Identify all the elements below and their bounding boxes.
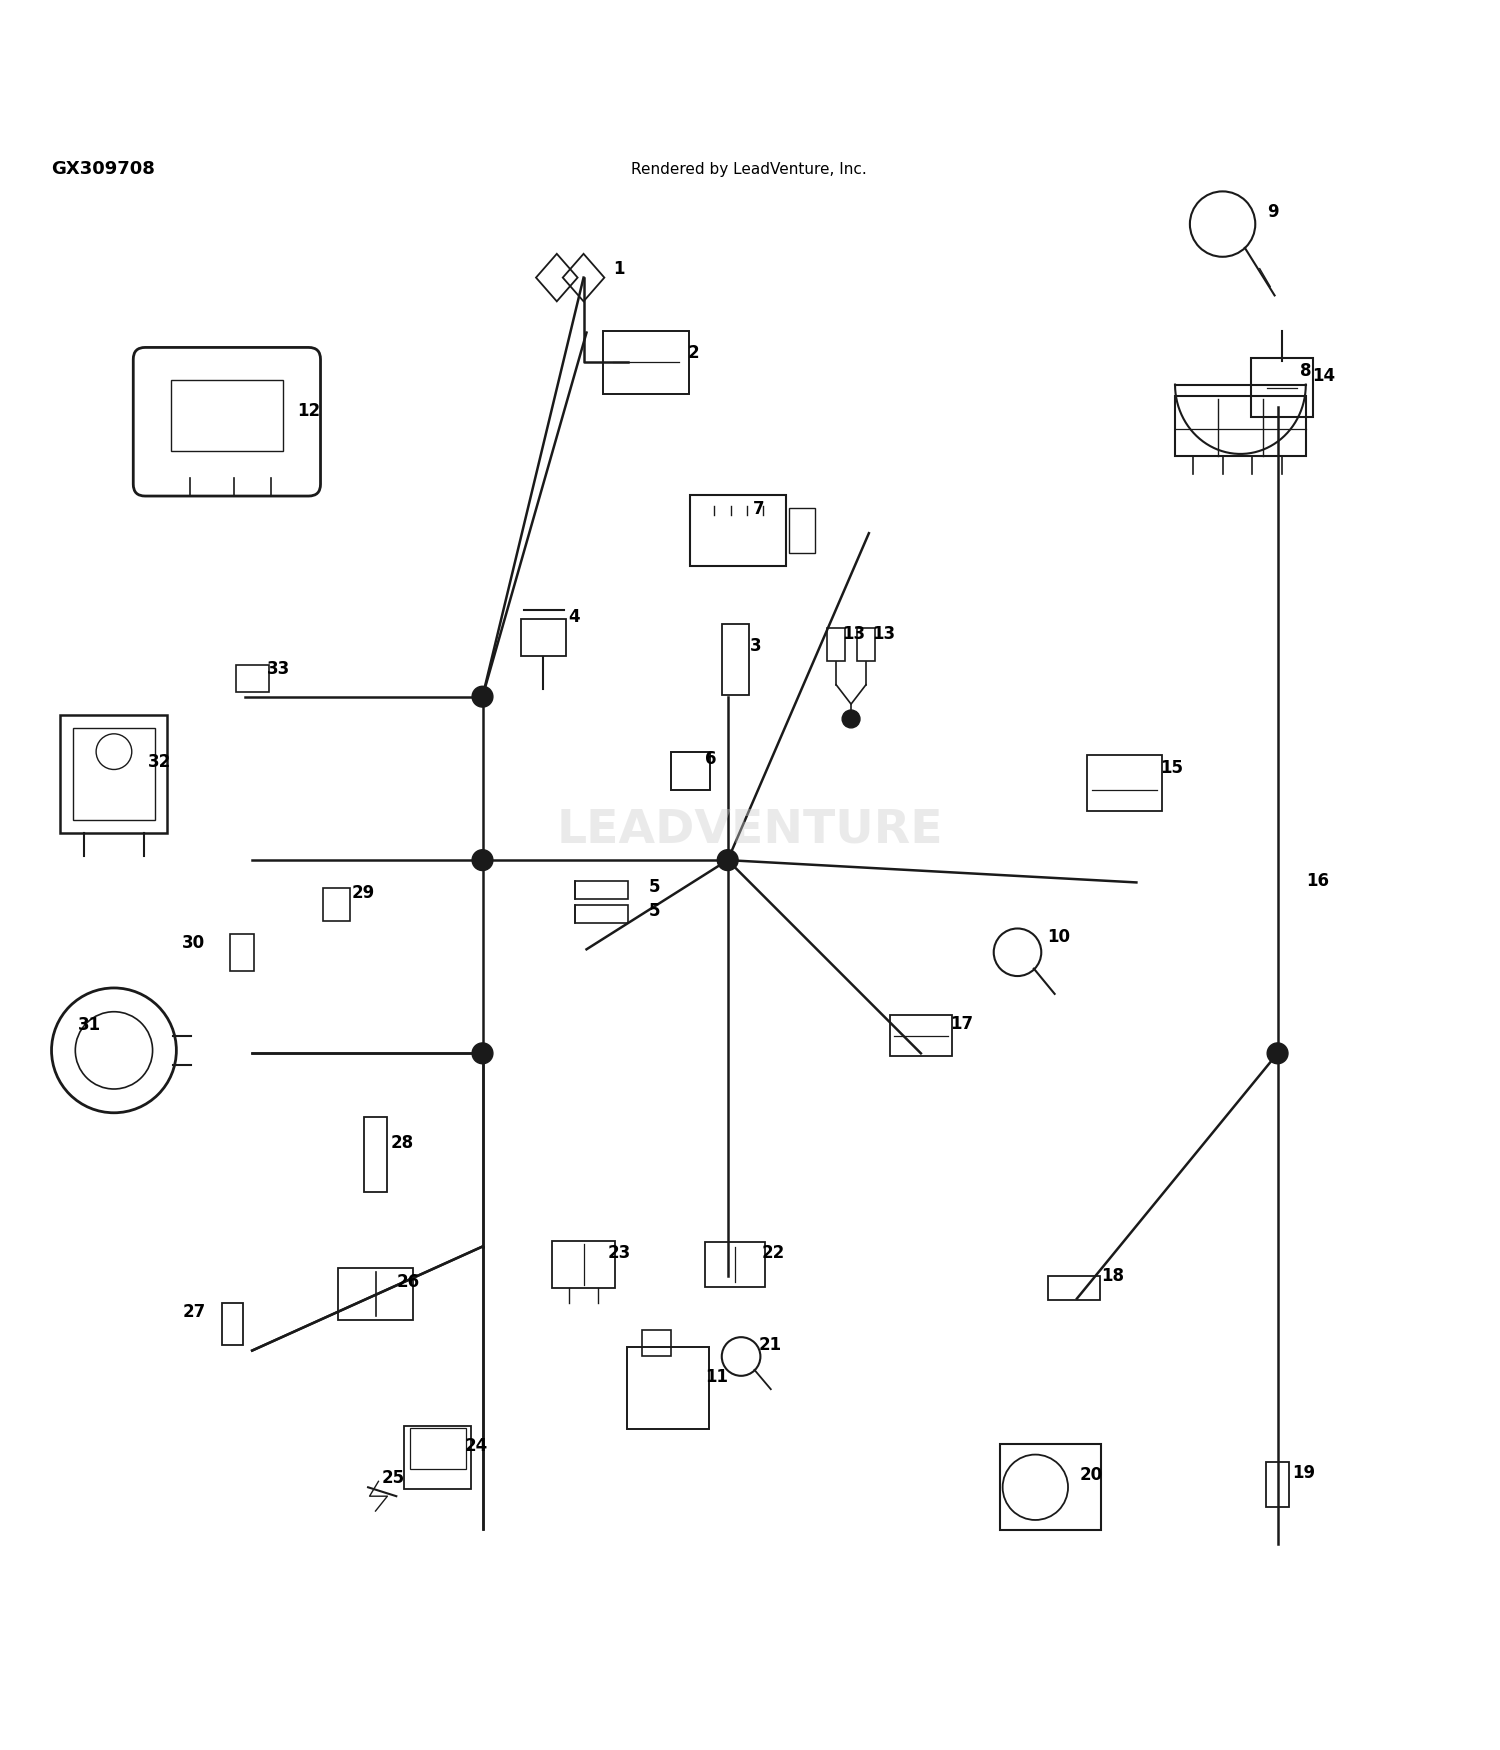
Text: 25: 25	[381, 1470, 405, 1488]
Text: 13: 13	[871, 625, 895, 644]
Bar	[627, 1348, 710, 1428]
Bar	[171, 380, 282, 452]
Bar	[60, 714, 168, 833]
Text: 4: 4	[568, 607, 580, 625]
Text: 9: 9	[1268, 203, 1280, 220]
Text: 6: 6	[705, 751, 717, 768]
Text: 26: 26	[396, 1274, 420, 1292]
Bar	[222, 1304, 243, 1344]
Circle shape	[1268, 1043, 1288, 1064]
Bar	[339, 1269, 412, 1320]
Text: 15: 15	[1160, 760, 1184, 777]
Text: GX309708: GX309708	[51, 159, 156, 177]
Bar	[230, 934, 254, 971]
Bar	[574, 880, 628, 900]
Bar	[1048, 1276, 1100, 1300]
Bar	[1251, 357, 1312, 416]
Text: 13: 13	[842, 625, 866, 644]
Bar	[705, 1242, 765, 1286]
Bar	[789, 507, 816, 553]
Text: 11: 11	[705, 1368, 729, 1386]
Text: Rendered by LeadVenture, Inc.: Rendered by LeadVenture, Inc.	[632, 161, 867, 177]
Text: 29: 29	[351, 884, 375, 901]
Text: 23: 23	[608, 1244, 630, 1262]
Bar	[1266, 1461, 1290, 1507]
Text: 16: 16	[1306, 872, 1329, 891]
Text: 12: 12	[297, 402, 320, 420]
Text: 27: 27	[183, 1304, 206, 1321]
Bar	[410, 1428, 466, 1470]
Circle shape	[472, 850, 494, 870]
Text: 21: 21	[759, 1335, 782, 1354]
Text: 10: 10	[1047, 929, 1070, 947]
Circle shape	[842, 710, 860, 728]
Text: 7: 7	[753, 500, 765, 518]
Text: 5: 5	[650, 901, 660, 920]
Text: 18: 18	[1101, 1267, 1124, 1284]
Bar	[890, 1015, 952, 1057]
Bar	[520, 620, 566, 656]
Bar	[552, 1241, 615, 1288]
Bar	[690, 495, 786, 565]
Text: 3: 3	[750, 637, 762, 654]
Text: 24: 24	[465, 1437, 488, 1454]
Text: 17: 17	[951, 1015, 974, 1032]
Text: 20: 20	[1080, 1466, 1102, 1484]
Text: 30: 30	[183, 934, 206, 952]
Text: 8: 8	[1300, 362, 1311, 380]
Bar	[405, 1426, 471, 1489]
Bar	[74, 728, 154, 821]
Bar	[574, 905, 628, 922]
Text: 22: 22	[762, 1244, 784, 1262]
Bar	[670, 752, 710, 791]
Bar	[364, 1116, 387, 1192]
Bar	[1174, 397, 1306, 457]
Text: LEADVENTURE: LEADVENTURE	[556, 808, 944, 852]
Bar	[603, 331, 688, 394]
Text: 28: 28	[390, 1134, 414, 1152]
Text: 1: 1	[614, 259, 626, 278]
Bar	[999, 1444, 1101, 1530]
Bar	[828, 628, 844, 662]
Text: 19: 19	[1293, 1463, 1316, 1482]
Bar	[642, 1330, 670, 1356]
Circle shape	[472, 1043, 494, 1064]
Bar	[1088, 754, 1161, 810]
Circle shape	[472, 686, 494, 707]
Text: 33: 33	[267, 660, 291, 677]
Bar	[324, 889, 350, 920]
Text: 31: 31	[78, 1017, 102, 1034]
Text: 14: 14	[1311, 368, 1335, 385]
Bar	[856, 628, 874, 662]
Text: 32: 32	[148, 752, 171, 772]
Text: 2: 2	[687, 345, 699, 362]
Bar	[722, 623, 748, 695]
Circle shape	[717, 850, 738, 870]
Bar	[236, 665, 268, 693]
Text: 5: 5	[650, 878, 660, 896]
